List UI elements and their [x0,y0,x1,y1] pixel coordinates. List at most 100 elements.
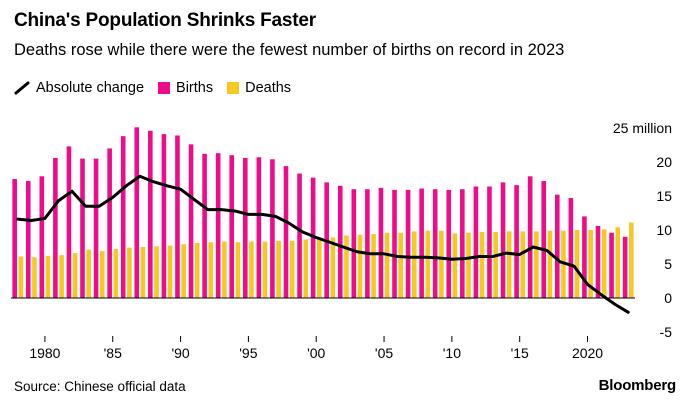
births-bar-2017 [541,181,547,298]
births-bar-1989 [161,134,167,298]
deaths-bar-1997 [276,240,281,298]
deaths-bar-2001 [330,237,336,298]
deaths-bar-1994 [235,242,241,298]
births-bar-2003 [351,189,357,298]
births-bar-2004 [365,189,370,298]
births-bar-1988 [148,130,153,298]
deaths-bar-2023 [629,222,634,298]
deaths-bar-2016 [534,231,539,298]
births-bar-1983 [80,158,85,298]
deaths-bar-1978 [18,256,24,298]
x-tick-label-1985: '85 [104,345,122,361]
deaths-bar-2015 [520,231,526,298]
x-tick-label-1995: '95 [239,345,257,361]
legend-item-absolute-change: Absolute change [14,80,144,96]
absolute-change-line [16,174,630,314]
legend: Absolute change Births Deaths [14,78,305,98]
births-bar-1993 [215,153,221,298]
x-tick-label-1980: 1980 [29,345,60,361]
births-bar-1998 [283,166,289,298]
births-bar-2016 [527,176,533,298]
deaths-bar-2008 [425,230,431,298]
legend-label-births: Births [176,80,214,96]
births-bar-2007 [405,189,411,298]
y-axis: 25 million 20 15 10 5 0 -5 [613,120,672,340]
births-swatch-icon [158,82,171,94]
births-bar-1997 [270,159,275,298]
deaths-swatch-icon [227,82,240,94]
deaths-bar-1980 [45,255,51,298]
births-bar-1980 [39,176,45,298]
deaths-bar-2004 [371,234,376,298]
births-bar-2013 [487,186,492,298]
births-bar-1984 [93,158,99,298]
births-bar-2019 [568,198,574,298]
deaths-bar-1991 [194,242,200,298]
births-bars [12,127,628,298]
deaths-bar-1985 [113,249,119,298]
births-bar-2009 [432,189,438,298]
births-bar-1992 [202,153,207,298]
deaths-bar-1999 [303,239,309,298]
births-bar-2014 [500,182,506,298]
births-bar-1987 [134,127,140,298]
y-tick-label-10: 10 [656,222,672,238]
deaths-bar-2009 [439,230,444,298]
deaths-bar-1981 [59,255,64,298]
births-bar-2021 [595,225,601,298]
births-bar-2012 [473,186,479,298]
deaths-bar-1989 [167,245,173,298]
legend-label-absolute-change: Absolute change [36,80,145,96]
deaths-bar-2010 [452,233,458,298]
deaths-bar-1990 [181,244,186,298]
births-bar-1985 [107,148,112,298]
births-bar-2008 [419,188,424,298]
deaths-bar-1983 [86,249,92,298]
births-bar-2015 [514,185,519,298]
deaths-bar-1996 [262,241,268,298]
births-bar-2005 [378,187,384,298]
deaths-bar-2019 [574,230,580,298]
x-tick-label-2015: '15 [511,345,529,361]
deaths-bar-1988 [154,246,159,298]
x-tick-label-2000: '00 [307,345,325,361]
deaths-bar-1995 [249,241,254,298]
source-note: Source: Chinese official data [14,379,186,394]
y-tick-label-25: 25 million [613,120,672,136]
deaths-bar-2014 [506,231,512,298]
births-bar-1990 [175,135,180,298]
deaths-bar-2006 [398,232,404,298]
deaths-bar-2022 [615,227,621,298]
line-swatch-icon [14,81,30,95]
legend-item-births: Births [158,80,213,96]
deaths-bar-1992 [208,242,214,298]
births-bar-1982 [66,146,72,298]
deaths-bar-2007 [411,231,417,298]
births-bar-1991 [188,144,194,298]
births-bar-1995 [242,157,248,298]
deaths-bar-2000 [317,238,322,298]
x-tick-label-2005: '05 [375,345,393,361]
births-bar-1994 [229,155,235,298]
deaths-bar-1993 [222,241,227,298]
births-bar-2023 [622,236,628,298]
legend-label-deaths: Deaths [245,80,292,96]
births-bar-1981 [53,157,58,298]
births-bar-2002 [337,185,343,298]
bloomberg-logo: Bloomberg [598,377,677,394]
x-axis: 1980 '85 '90 '95 '00 '05 '10 '15 2020 [29,336,603,361]
births-bar-1986 [120,136,126,298]
deaths-bar-2017 [547,230,553,298]
births-bar-2020 [582,216,587,298]
y-tick-label-0: 0 [664,290,672,306]
deaths-bar-2005 [384,232,390,298]
deaths-bar-1998 [289,240,295,298]
births-bar-1999 [297,173,302,298]
deaths-bar-2013 [493,232,498,298]
deaths-bar-1979 [32,257,37,298]
deaths-bar-2003 [357,234,363,298]
births-bar-2018 [554,194,560,298]
chart-title: China's Population Shrinks Faster [14,10,316,31]
legend-item-deaths: Deaths [227,80,291,96]
births-bar-2022 [609,232,614,298]
